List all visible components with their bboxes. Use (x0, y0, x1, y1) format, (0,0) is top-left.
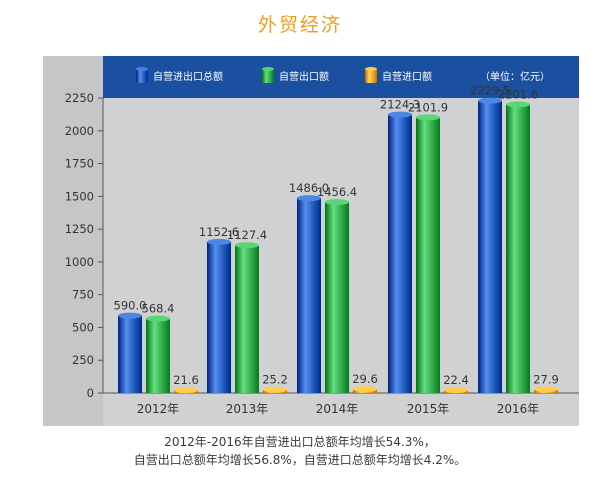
legend-swatch-1 (262, 69, 274, 83)
bar-top-0-4 (478, 97, 502, 104)
x-tick-label-1: 2013年 (226, 402, 269, 416)
bar-0-3 (388, 114, 412, 394)
y-tick-label-750: 750 (72, 288, 94, 302)
bar-top-2-4 (534, 386, 558, 393)
caption-line-2: 自营出口总额年均增长56.8%，自营进口总额年均增长4.2%。 (133, 453, 467, 467)
data-label-0-2: 1486.0 (289, 181, 329, 195)
unit-label: （单位：亿元） (480, 70, 550, 83)
legend-swatch-top-2 (365, 67, 377, 71)
bar-top-0-2 (297, 195, 321, 202)
y-tick-label-2000: 2000 (65, 124, 94, 138)
bar-1-0 (146, 318, 170, 393)
bar-top-2-0 (174, 387, 198, 394)
bar-top-1-3 (416, 114, 440, 121)
data-label-1-1: 1127.4 (227, 228, 267, 242)
data-label-2-2: 29.6 (352, 372, 378, 386)
bar-top-2-3 (444, 387, 468, 394)
data-label-0-3: 2124.3 (380, 97, 420, 111)
y-tick-label-1000: 1000 (65, 255, 94, 269)
legend-swatch-top-1 (262, 67, 274, 71)
bar-top-1-1 (235, 242, 259, 249)
bar-1-1 (235, 245, 259, 393)
caption-line-1: 2012年-2016年自营进出口总额年均增长54.3%， (164, 435, 436, 449)
data-label-2-0: 21.6 (173, 373, 199, 387)
data-label-1-0: 568.4 (142, 301, 175, 315)
data-label-0-1: 1152.6 (199, 225, 239, 239)
bar-top-1-2 (325, 199, 349, 206)
data-label-2-1: 25.2 (262, 373, 288, 387)
bar-top-0-1 (207, 238, 231, 245)
bar-0-1 (207, 241, 231, 393)
bar-1-3 (416, 117, 440, 394)
data-label-0-4: 2229.5 (470, 84, 510, 98)
bar-0-4 (478, 100, 502, 393)
legend-band (103, 56, 579, 98)
y-tick-label-1750: 1750 (65, 157, 94, 171)
bar-top-1-4 (506, 101, 530, 108)
data-label-2-4: 27.9 (533, 372, 559, 386)
bar-1-4 (506, 104, 530, 394)
bar-top-0-0 (118, 312, 142, 319)
y-tick-label-1250: 1250 (65, 222, 94, 236)
legend-label-1: 自营出口额 (279, 70, 329, 83)
legend-swatch-2 (365, 69, 377, 83)
bar-top-2-1 (263, 386, 287, 393)
legend-swatch-top-0 (136, 67, 148, 71)
bar-top-2-2 (353, 386, 377, 393)
y-tick-label-250: 250 (72, 353, 94, 367)
x-tick-label-3: 2015年 (407, 402, 450, 416)
data-label-2-3: 22.4 (443, 373, 469, 387)
bar-0-2 (297, 198, 321, 393)
y-axis-gutter (43, 56, 103, 426)
bar-top-0-3 (388, 111, 412, 118)
data-label-1-4: 2201.6 (498, 87, 538, 101)
legend-label-2: 自营进口额 (382, 70, 432, 83)
data-label-1-2: 1456.4 (317, 185, 357, 199)
legend-label-0: 自营进出口总额 (153, 70, 223, 83)
y-tick-label-500: 500 (72, 320, 94, 334)
x-tick-label-0: 2012年 (137, 402, 180, 416)
legend-swatch-0 (136, 69, 148, 83)
data-label-0-0: 590.0 (114, 299, 147, 313)
y-tick-label-0: 0 (87, 386, 94, 400)
y-tick-label-2250: 2250 (65, 91, 94, 105)
bar-top-1-0 (146, 315, 170, 322)
chart-title: 外贸经济 (257, 14, 342, 36)
y-tick-label-1500: 1500 (65, 189, 94, 203)
bar-0-0 (118, 315, 142, 393)
x-tick-label-2: 2014年 (316, 402, 359, 416)
bar-1-2 (325, 202, 349, 393)
x-tick-label-4: 2016年 (497, 402, 540, 416)
data-label-1-3: 2101.9 (408, 100, 448, 114)
